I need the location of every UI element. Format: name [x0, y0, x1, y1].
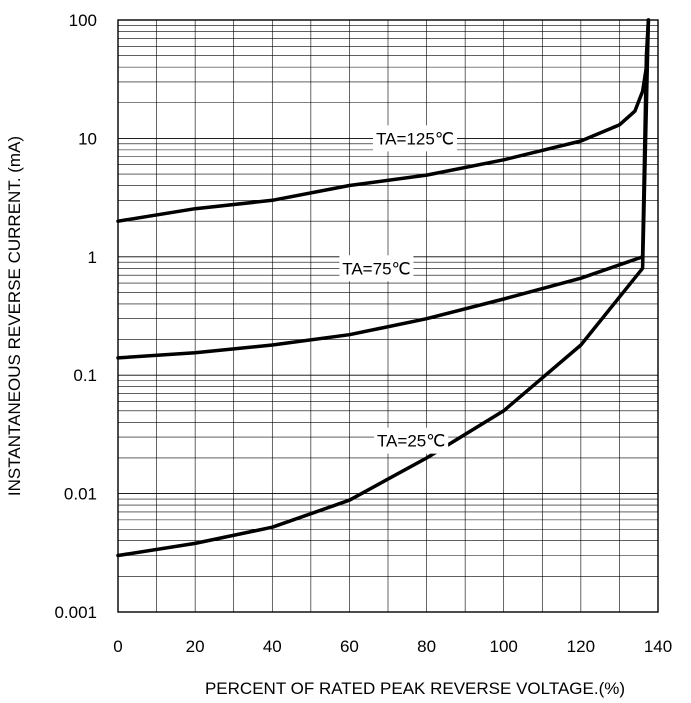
series-label-group: TA=125℃ — [373, 125, 457, 152]
series-curves — [116, 18, 651, 558]
x-tick-label: 20 — [186, 637, 205, 656]
y-tick-label: 100 — [69, 11, 97, 30]
x-tick-label: 0 — [113, 637, 122, 656]
x-axis-title: PERCENT OF RATED PEAK REVERSE VOLTAGE.(%… — [205, 679, 625, 698]
x-tick-labels: 0 20 40 60 80 100 120 140 — [113, 637, 672, 656]
series-label: TA=25℃ — [377, 432, 445, 451]
x-tick-label: 100 — [490, 637, 518, 656]
x-tick-label: 120 — [567, 637, 595, 656]
y-tick-label: 0.01 — [64, 485, 97, 504]
series-line — [116, 18, 651, 223]
x-tick-label: 40 — [263, 637, 282, 656]
series-label: TA=75℃ — [342, 259, 410, 278]
plot-frame — [117, 19, 659, 613]
y-tick-label: 10 — [78, 129, 97, 148]
x-tick-label: 140 — [644, 637, 672, 656]
x-tick-label: 60 — [340, 637, 359, 656]
series-label: TA=125℃ — [376, 129, 454, 148]
series-label-background — [339, 255, 414, 282]
y-axis-title: INSTANTANEOUS REVERSE CURRENT. (mA) — [5, 136, 24, 496]
series-label-group: TA=25℃ — [374, 427, 449, 454]
y-tick-labels: 0.001 0.01 0.1 1 10 100 — [54, 11, 97, 622]
y-tick-label: 1 — [88, 248, 97, 267]
series-annotations: TA=125℃ TA=75℃ TA=25℃ — [339, 125, 457, 454]
series-label-background — [374, 427, 449, 454]
y-tick-label: 0.1 — [73, 366, 97, 385]
series-label-background — [373, 125, 457, 152]
series-label-group: TA=75℃ — [339, 255, 414, 282]
series-line — [116, 18, 651, 558]
y-tick-label: 0.001 — [54, 603, 97, 622]
x-tick-label: 80 — [417, 637, 436, 656]
